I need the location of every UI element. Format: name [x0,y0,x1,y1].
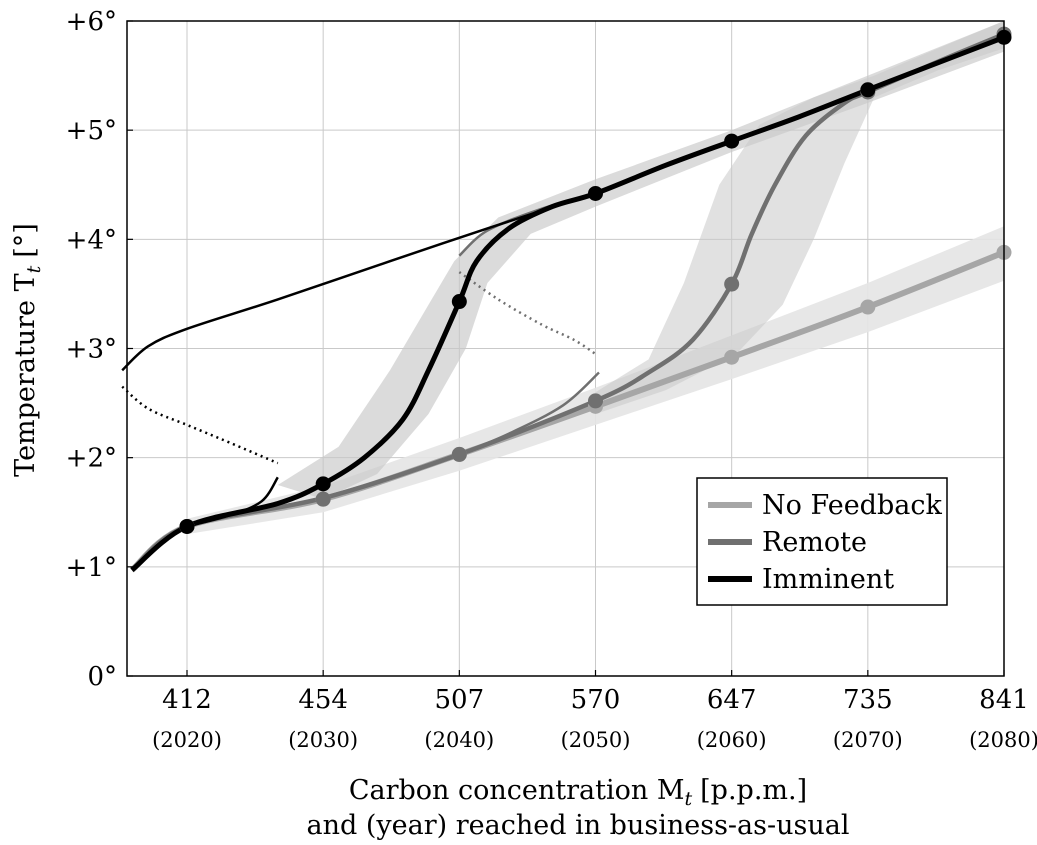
y-tick-label: +5° [66,116,117,146]
remote-unstable-branch [458,271,597,356]
y-tick-label: 0° [87,662,117,692]
y-axis-label-main: Temperature T [10,273,41,476]
x-axis-label-line2: and (year) reached in business-as-usual [307,810,850,841]
band-no-feedback [187,226,1004,535]
point-imminent [860,82,876,98]
y-axis-label-sub: t [23,265,45,273]
point-imminent [315,476,331,492]
x-tick-year-label: (2050) [561,728,631,752]
point-imminent [588,185,603,201]
point-remote [724,276,740,292]
point-imminent [451,294,467,310]
y-axis-label-unit: [°] [10,223,41,258]
point-remote [588,393,603,409]
point-remote [451,446,467,462]
x-tick-labels: 412 (2020) 454 (2030) 507 (2040) 570 (2050) 647 (… [152,670,1037,752]
y-tick-label: +3° [66,335,117,365]
x-tick-label: 454 [298,685,348,715]
imminent-unstable-branch [121,385,279,465]
y-tick-label: +1° [66,553,117,583]
x-tick-year-label: (2060) [697,728,767,752]
series-points [179,26,1012,534]
x-axis-label: Carbon concentration Mt [p.p.m.] [349,775,807,810]
legend-label-remote: Remote [762,527,867,558]
x-axis-label-sub: t [685,788,693,810]
point-no-feedback [860,299,876,315]
confidence-bands [187,21,1004,535]
x-tick-year-label: (2030) [288,728,358,752]
x-axis-label-main: Carbon concentration M [349,775,685,806]
band-imminent [277,21,1004,500]
x-tick-label: 735 [843,685,893,715]
x-tick-label: 841 [979,685,1029,715]
y-tick-label: +6° [66,7,117,37]
y-tick-labels: 0° +1° +2° +3° +4° +5° +6° [66,7,133,692]
line-imminent [130,35,1005,573]
x-tick-year-label: (2020) [152,728,222,752]
legend-label-imminent: Imminent [762,564,894,595]
x-tick-year-label: (2070) [833,728,903,752]
x-tick-year-label: (2040) [424,728,494,752]
y-tick-label: +4° [66,225,117,255]
legend: No Feedback Remote Imminent [696,477,948,606]
imminent-upper-branch [121,192,596,372]
point-imminent [179,518,195,534]
legend-label-no-feedback: No Feedback [762,490,942,521]
band-remote [595,21,1004,414]
x-tick-year-label: (2080) [969,728,1037,752]
y-tick-label: +2° [66,444,117,474]
point-no-feedback [724,349,740,365]
x-tick-label: 507 [435,685,485,715]
x-axis-label-unit: [p.p.m.] [700,775,807,806]
point-remote [315,491,331,507]
y-axis-label: Temperature Tt [°] [10,223,45,477]
x-tick-label: 570 [571,685,621,715]
x-tick-label: 647 [707,685,757,715]
point-imminent [724,133,740,149]
x-tick-label: 412 [162,685,212,715]
